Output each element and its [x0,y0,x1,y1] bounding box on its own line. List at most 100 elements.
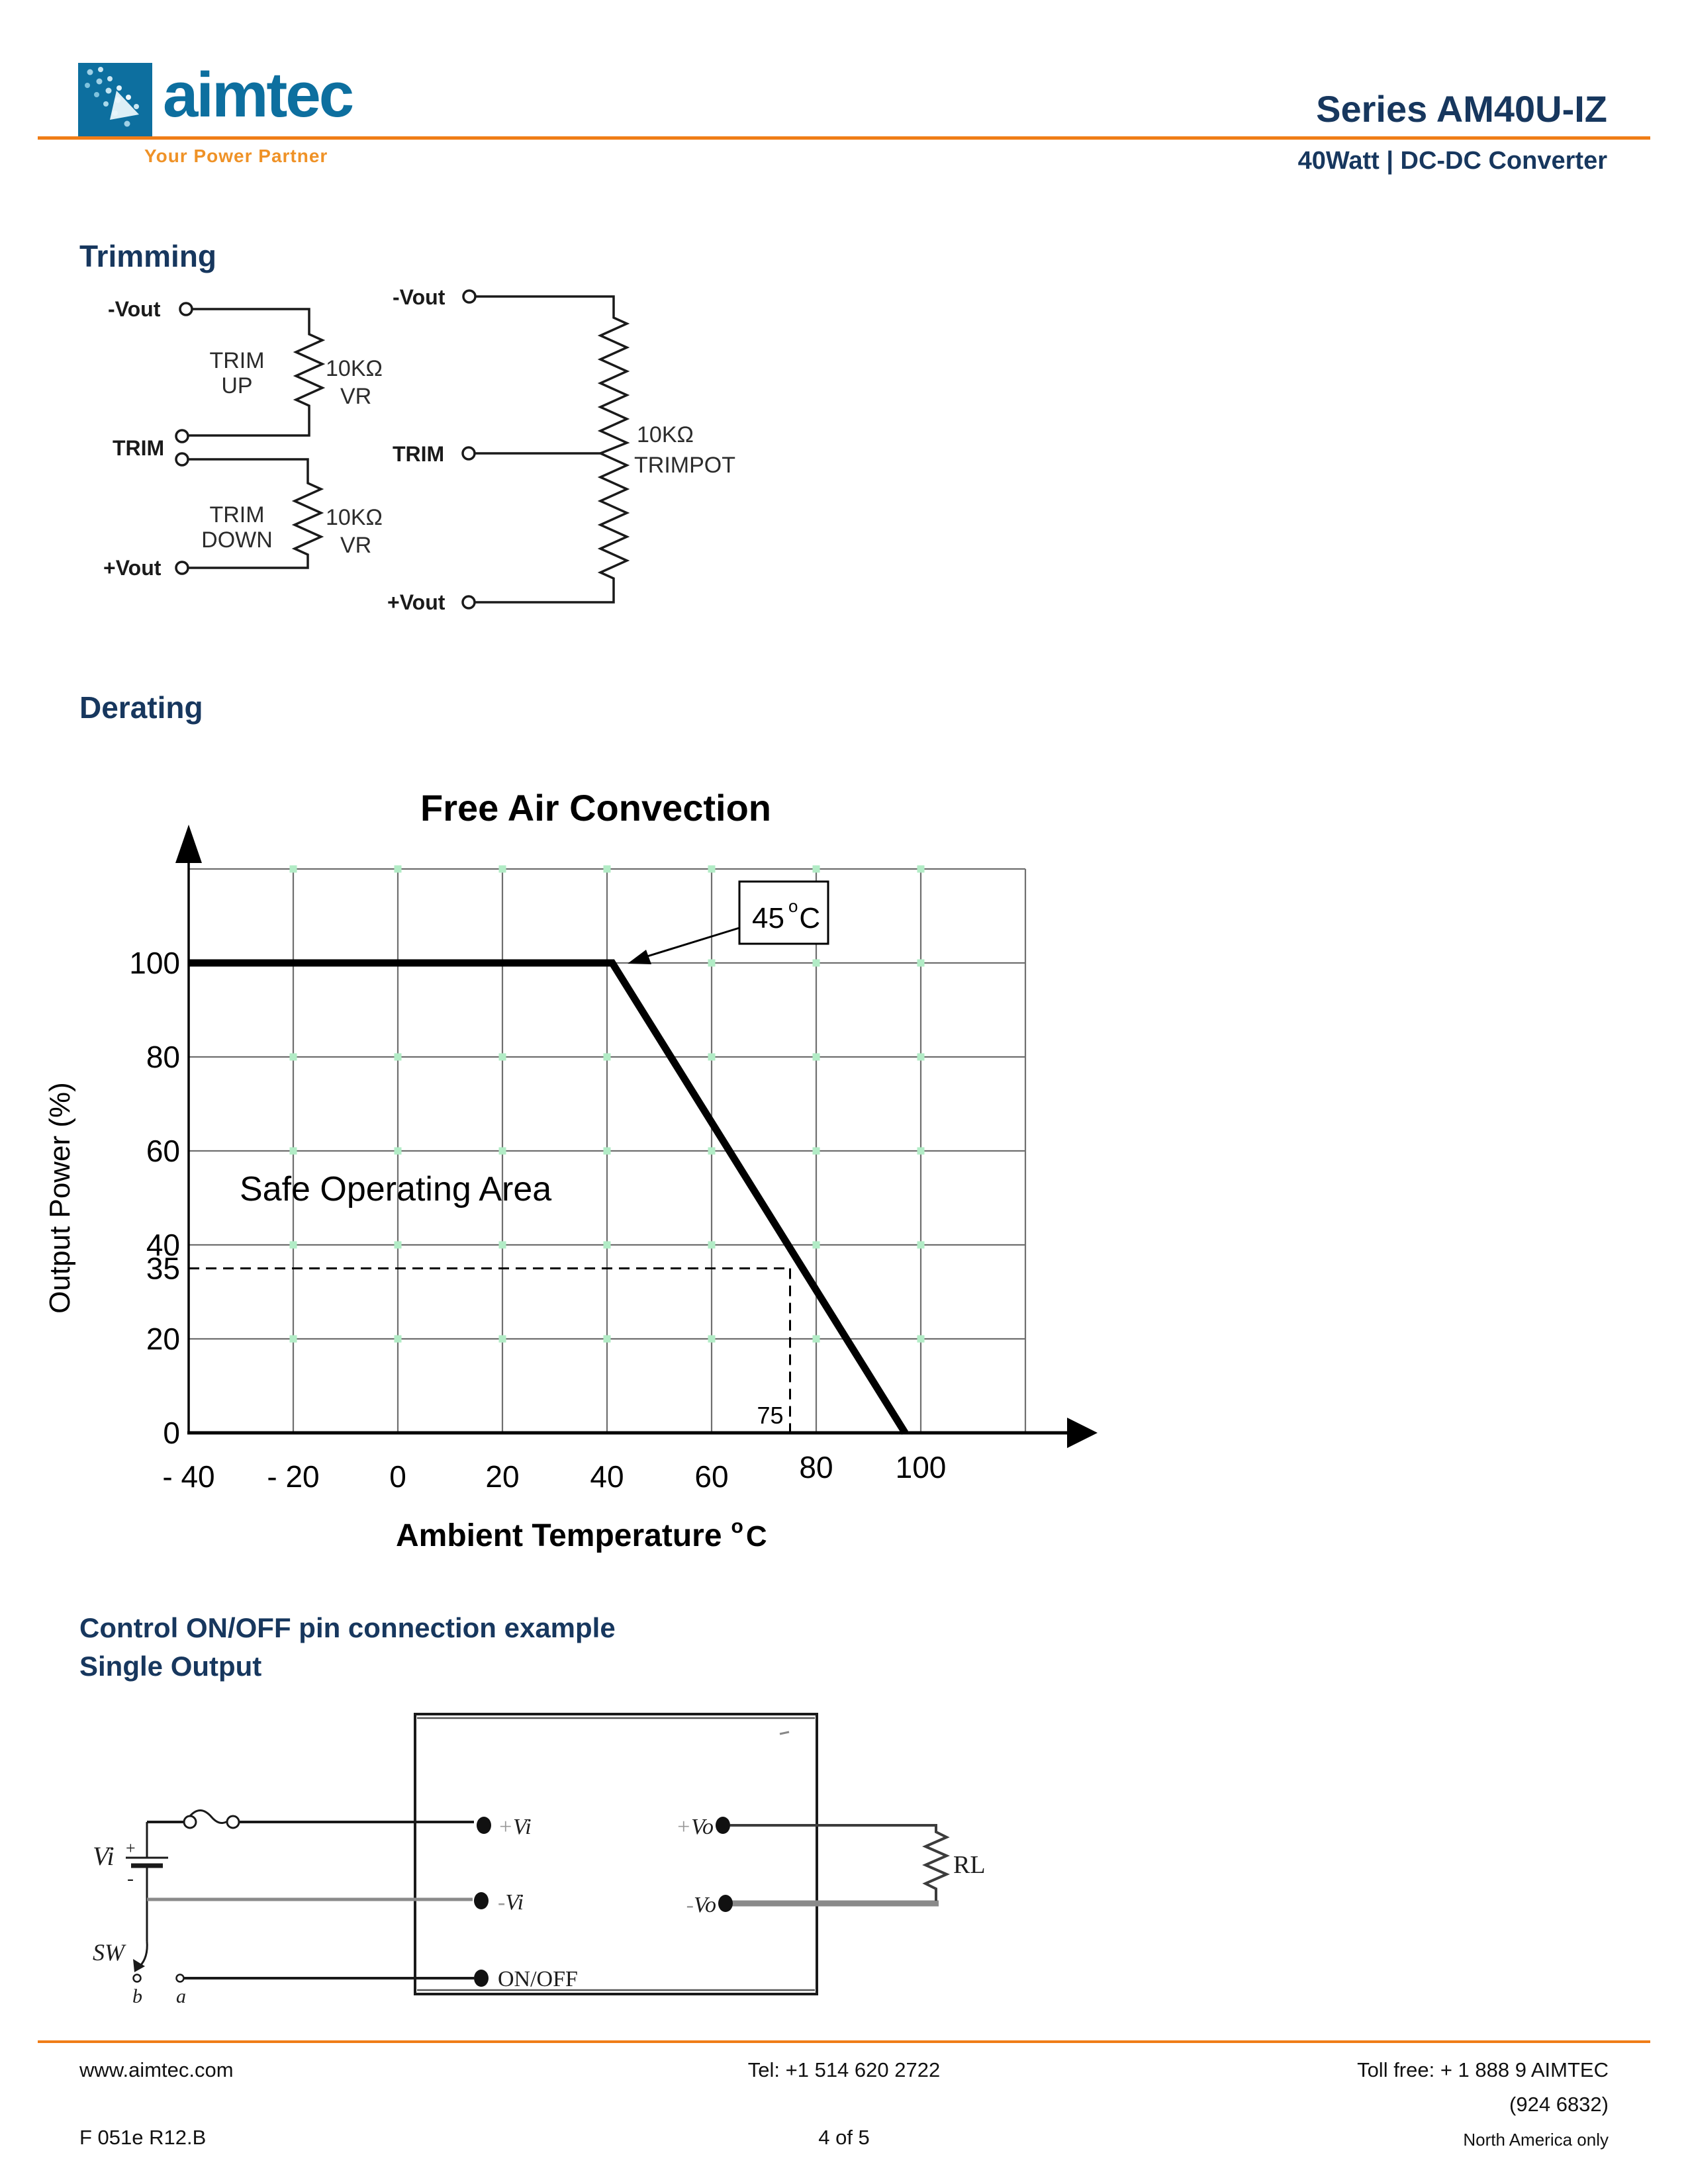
terminal-pos-vout [175,561,189,575]
footer-tollfree: Toll free: + 1 888 9 AIMTEC [1357,2058,1609,2081]
label-trim-2: TRIM [393,442,444,466]
label-a: a [176,1985,186,2007]
terminal-trim-up [175,429,189,443]
grid-tick-mark [812,1335,820,1343]
terminal-neg-vout-2 [462,289,477,304]
label-load-rl: RL [953,1851,986,1879]
callout-box [738,880,829,945]
x-tick-label: 0 [389,1459,406,1494]
grid-tick-mark [394,1241,402,1249]
x-tick-label: - 20 [267,1459,319,1494]
footer-tollfree-digits: (924 6832) [1509,2093,1609,2116]
grid-tick-mark [917,1147,925,1155]
pin-label-neg-vi: -Vi [498,1890,524,1915]
grid-tick-mark [498,1335,506,1343]
grid-tick-mark [289,1147,297,1155]
box-mark [779,1731,790,1735]
chart-title: Free Air Convection [420,787,771,829]
label-neg-vout-2: -Vout [393,285,445,309]
pin-label-pos-vo: +Vo [676,1815,714,1839]
grid-tick-mark [603,1241,611,1249]
guide-label-75: 75 [757,1402,783,1429]
grid-tick-mark [917,1335,925,1343]
derating-chart: 75 35 0 20 40 60 80 100 - 40 - 20 0 20 40 60 80 100 Free… [44,787,1098,1553]
label-r1-unit: VR [340,384,371,409]
header-rule [38,136,1650,140]
grid-tick-mark [603,865,611,873]
grid-tick-mark [708,1053,716,1061]
grid-tick-mark [917,959,925,967]
footer-rule [38,2040,1650,2043]
label-r2-value: 10KΩ [326,505,383,530]
logo-dot-pattern [85,67,139,127]
logo-arrow [110,91,139,120]
label-pos-vout-1: +Vout [103,556,162,580]
grid-tick-mark [394,1053,402,1061]
pin-label-pos-vi: +Vi [498,1815,532,1839]
fuse-terminal-right [226,1815,240,1829]
x-tick-label: 100 [896,1450,947,1484]
grid-tick-mark [917,865,925,873]
x-tick-label: 20 [485,1459,519,1494]
switch-terminal-b [132,1974,142,1983]
label-r1-value: 10KΩ [326,356,383,381]
label-r2-unit: VR [340,533,371,558]
battery-minus-sign: - [127,1868,134,1889]
callout-label: 45 oC [752,896,820,934]
grid-tick-mark [603,1335,611,1343]
callout-arrow-line [640,927,740,960]
fuse-terminal-left [183,1815,197,1829]
pin-dot-neg-vi [474,1892,489,1909]
switch-arrowhead [133,1959,145,1972]
label-b: b [132,1985,142,2007]
grid-tick-mark [708,1147,716,1155]
label-neg-vout-1: -Vout [108,297,161,321]
trim-circuit-trimpot [461,289,630,610]
control-heading-line2: Single Output [79,1651,262,1682]
wire-pos-vo-and-load [730,1824,950,1901]
pin-label-onoff: ON/OFF [498,1967,578,1991]
grid-tick-mark [394,1335,402,1343]
callout-arrowhead [628,950,651,964]
label-r2-name-1: TRIM [209,502,264,527]
control-heading-line1: Control ON/OFF pin connection example [79,1612,616,1643]
series-title: Series AM40U-IZ [1316,88,1607,130]
terminal-trim-down [175,452,189,467]
label-trimpot-value: 10KΩ [637,422,694,447]
label-trim-1: TRIM [113,436,164,460]
grid-tick-mark [498,865,506,873]
terminal-pos-vout-2 [461,595,476,610]
footer-page-number: 4 of 5 [818,2126,870,2149]
pin-dot-onoff [474,1970,489,1987]
grid-tick-mark [603,1147,611,1155]
label-trimpot-name: TRIMPOT [634,453,735,478]
label-sw: SW [93,1939,126,1966]
grid-tick-mark [289,1335,297,1343]
label-vi-source: Vi [93,1841,115,1871]
footer-doc-ref: F 051e R12.B [79,2126,207,2149]
x-tick-label: 60 [694,1459,728,1494]
grid-tick-mark [812,865,820,873]
wire-vout-to-trim [188,308,326,437]
terminal-trim-2 [461,446,476,461]
grid-tick-mark [812,959,820,967]
grid-tick-mark [917,1053,925,1061]
switch-terminal-a [175,1974,185,1983]
onoff-circuit: Vi + - SW b a +Vi -Vi ON/OFF +Vo -Vo RL [93,1713,986,2007]
derating-curve [189,959,908,1435]
trim-circuit-dual-vr [175,302,326,575]
grid-tick-mark [812,1147,820,1155]
grid-tick-mark [289,1053,297,1061]
x-axis-title: Ambient Temperature oC [396,1516,767,1553]
x-tick-label: - 40 [162,1459,214,1494]
battery-plus-sign: + [126,1839,136,1858]
grid-tick-mark [708,1241,716,1249]
terminal-neg-vout [179,302,193,316]
derating-heading: Derating [79,690,203,725]
pin-dot-neg-vo [718,1895,733,1912]
grid-tick-mark [289,1241,297,1249]
logo-wordmark: aimtec [163,60,354,130]
label-r1-name-1: TRIM [209,348,264,373]
y-tick-label: 0 [163,1416,180,1450]
pin-dot-pos-vi [477,1817,491,1834]
